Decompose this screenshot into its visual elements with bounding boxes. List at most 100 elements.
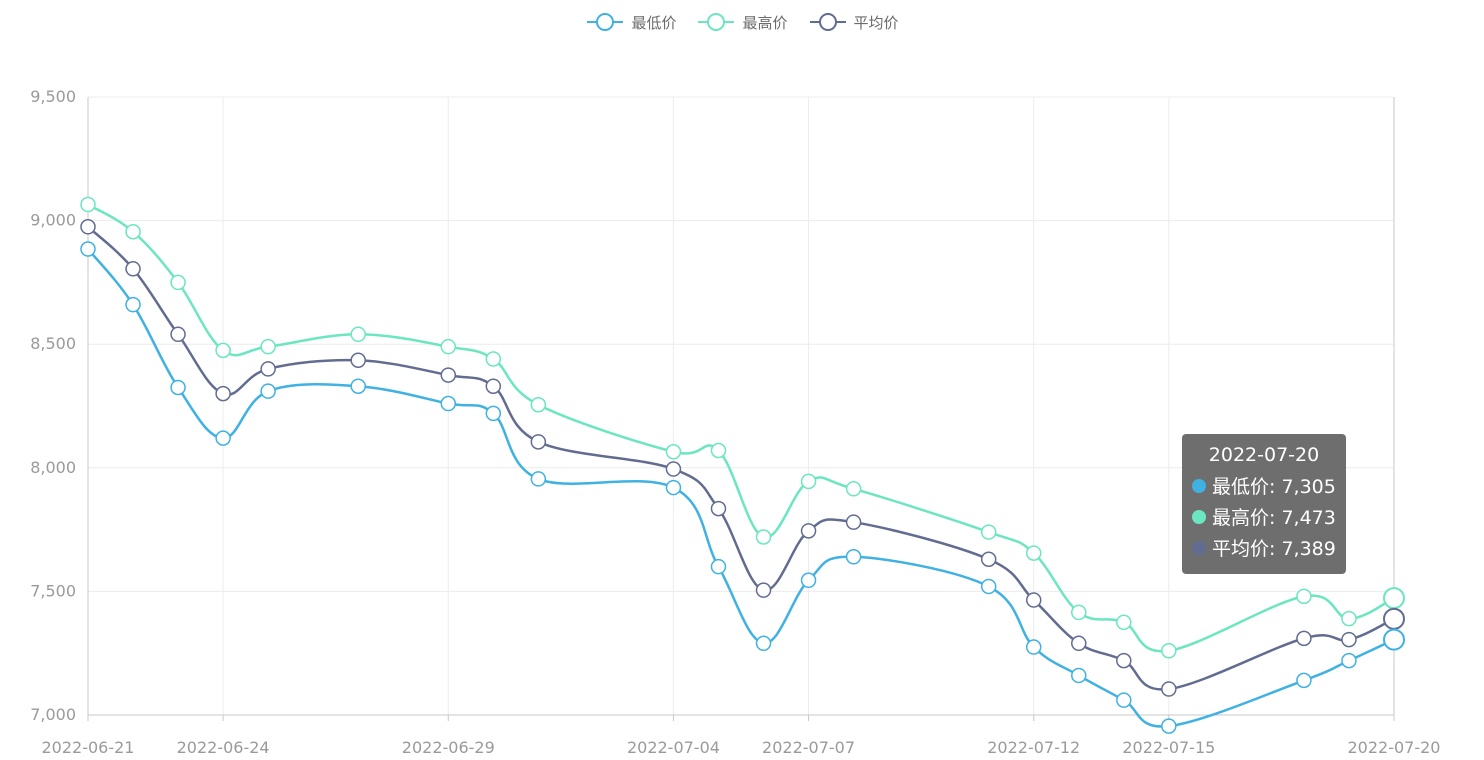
- data-point-0: [485, 405, 502, 422]
- tooltip-dot-avg: [1192, 540, 1206, 555]
- data-point-2: [260, 361, 276, 377]
- data-point-2: [845, 514, 862, 530]
- legend-min-marker: [596, 13, 615, 31]
- y-tick-label: 7,500: [30, 581, 76, 600]
- tooltip-title: 2022-07-20: [1208, 444, 1320, 466]
- data-point-2: [665, 461, 682, 477]
- data-point-0: [260, 383, 276, 399]
- x-tick-label: 2022-06-24: [177, 738, 270, 757]
- data-point-2: [125, 261, 141, 277]
- legend-label-avg-price: 平均价: [853, 13, 899, 32]
- legend-avg-price-icon: [809, 13, 846, 31]
- data-point-0: [980, 578, 997, 595]
- data-point-1: [1161, 642, 1177, 659]
- data-point-2: [215, 385, 231, 402]
- data-point-1: [215, 342, 231, 359]
- data-point-1: [710, 442, 727, 459]
- data-point-1: [1025, 545, 1042, 561]
- data-point-0: [1116, 692, 1132, 708]
- chart-series-lines: [87, 203, 1395, 728]
- data-point-0: [1341, 652, 1357, 669]
- x-tick-label: 2022-07-20: [1348, 738, 1441, 757]
- x-tick-label: 2022-06-21: [42, 738, 135, 757]
- tooltip-text-min: 最低价: 7,305: [1212, 476, 1336, 498]
- series-line-0: [87, 248, 1395, 728]
- series-line-2: [87, 225, 1395, 691]
- data-point-0: [755, 635, 772, 652]
- data-point-2: [350, 352, 366, 369]
- data-point-0: [800, 572, 817, 589]
- legend-item-min-price[interactable]: 最低价: [585, 12, 676, 33]
- legend-item-avg-price[interactable]: 平均价: [808, 12, 899, 33]
- data-point-2: [1161, 681, 1177, 697]
- data-point-2: [1071, 635, 1087, 652]
- legend-min-price-icon: [587, 13, 624, 31]
- data-point-1: [755, 529, 772, 545]
- data-point-2: [1341, 631, 1357, 648]
- data-point-1: [170, 274, 186, 291]
- data-point-1: [530, 397, 547, 413]
- chart-tooltip: 2022-07-20 最低价: 7,305 最高价: 7,473 平均价: 7,…: [1182, 434, 1346, 574]
- legend-label-max-price: 最高价: [742, 13, 788, 32]
- data-point-1: [125, 223, 141, 240]
- y-tick-label: 8,500: [30, 334, 76, 353]
- tooltip-text-max: 最高价: 7,473: [1212, 507, 1336, 529]
- data-point-2: [980, 551, 997, 568]
- data-point-1: [980, 524, 997, 540]
- data-point-1: [440, 338, 457, 355]
- y-tick-label: 8,000: [30, 458, 76, 477]
- data-point-1: [260, 338, 276, 355]
- data-point-0: [530, 471, 547, 487]
- legend-max-marker: [707, 13, 726, 31]
- data-point-0: [710, 558, 727, 575]
- legend-item-max-price[interactable]: 最高价: [696, 12, 788, 33]
- data-point-2: [1383, 607, 1405, 630]
- data-point-0: [80, 241, 96, 257]
- chart-legend: 最低价 最高价 平均价: [0, 8, 1484, 36]
- y-tick-label: 9,500: [30, 87, 76, 106]
- data-point-2: [485, 378, 502, 394]
- y-tick-label: 7,000: [30, 705, 76, 724]
- legend-avg-marker: [818, 13, 837, 31]
- data-point-0: [1071, 667, 1087, 684]
- data-point-0: [215, 430, 231, 446]
- data-point-0: [1025, 639, 1042, 655]
- data-point-1: [800, 473, 817, 490]
- data-point-1: [350, 326, 366, 343]
- data-point-2: [80, 219, 96, 235]
- x-tick-label: 2022-07-15: [1122, 738, 1215, 757]
- data-point-0: [440, 395, 457, 412]
- legend-max-price-icon: [698, 13, 735, 31]
- y-tick-label: 9,000: [30, 211, 76, 230]
- chart-grid: [88, 96, 1394, 716]
- data-point-2: [800, 523, 817, 539]
- tooltip-row-avg: 平均价: 7,389: [1192, 532, 1336, 563]
- x-tick-label: 2022-07-07: [762, 738, 855, 757]
- chart-series-points: [80, 196, 1405, 734]
- legend-label-min-price: 最低价: [631, 13, 677, 32]
- x-tick-label: 2022-06-29: [402, 738, 495, 757]
- data-point-2: [440, 367, 457, 383]
- data-point-2: [530, 434, 547, 450]
- data-point-2: [1116, 652, 1132, 669]
- tooltip-row-max: 最高价: 7,473: [1192, 501, 1336, 532]
- data-point-1: [1071, 604, 1087, 621]
- data-point-0: [1296, 672, 1312, 689]
- data-point-1: [1296, 588, 1312, 605]
- x-tick-label: 2022-07-04: [627, 738, 720, 757]
- data-point-0: [845, 549, 862, 565]
- data-point-1: [1341, 610, 1357, 627]
- data-point-0: [170, 379, 186, 396]
- data-point-0: [125, 296, 141, 313]
- data-point-1: [1116, 614, 1132, 631]
- data-point-2: [1296, 630, 1312, 647]
- tooltip-dot-min: [1192, 478, 1206, 493]
- tooltip-row-min: 最低价: 7,305: [1192, 470, 1336, 501]
- data-point-1: [845, 481, 862, 497]
- data-point-0: [1161, 718, 1177, 734]
- data-point-0: [350, 378, 366, 394]
- data-point-2: [170, 326, 186, 343]
- data-point-1: [80, 196, 96, 213]
- data-point-2: [755, 582, 772, 598]
